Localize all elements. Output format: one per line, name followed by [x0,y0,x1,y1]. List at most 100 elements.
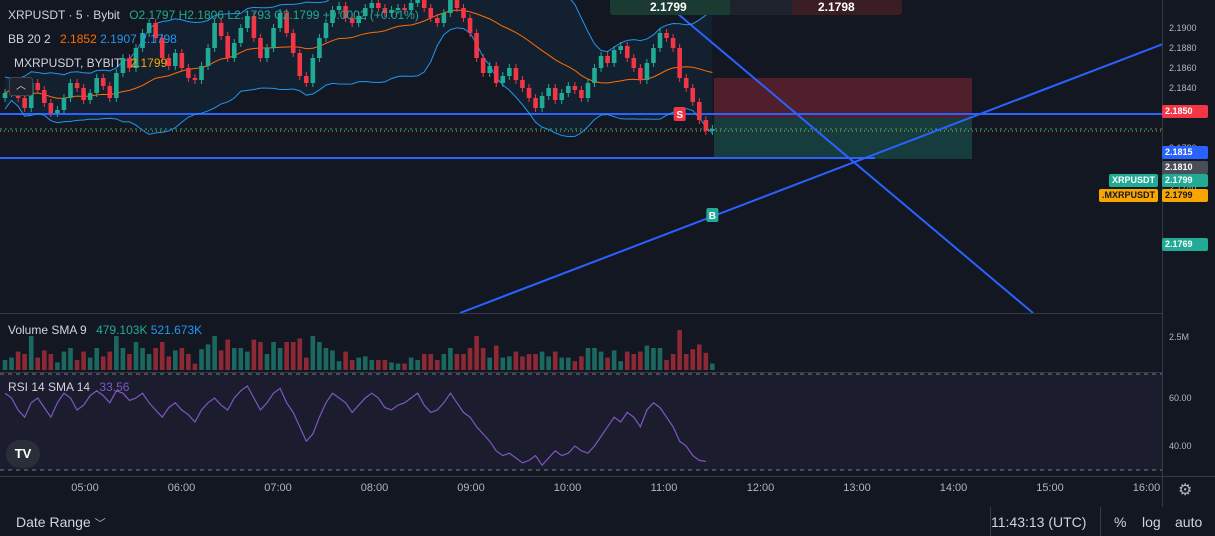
log-toggle[interactable]: log [1142,514,1161,530]
price-tag: 2.1815 [1162,146,1208,159]
volume-bar [28,336,34,370]
candle-body [173,53,178,66]
candle-body [408,3,414,10]
volume-bar [192,363,198,370]
volume-bar [657,348,663,370]
volume-bar [677,330,682,370]
volume-bar [638,351,643,370]
volume-bar [146,354,152,370]
candle-body [159,38,165,58]
candle-body [343,6,348,18]
volume-bar [618,361,623,370]
compare-value: 2.1799 [130,56,168,70]
exchange: Bybit [93,8,120,22]
symbol-legend[interactable]: XRPUSDT · 5 · Bybit O2.1797 H2.1806 L2.1… [8,8,419,22]
auto-toggle[interactable]: auto [1175,514,1203,530]
descending-trendline [677,13,1034,314]
ohlc-high: H2.1806 [178,8,224,22]
volume-bar [507,356,512,370]
volume-bar [120,348,126,370]
bb-legend[interactable]: BB 20 2 2.1852 2.1907 2.1798 [8,32,177,46]
candle-body [389,10,394,13]
candle-body [336,6,342,10]
bb-lower-line [4,27,713,138]
volume-bar [48,354,54,370]
volume-bar [166,356,172,370]
collapse-legend-button[interactable]: ︿ [9,77,33,96]
candle-body [441,13,447,23]
volume-bar [376,360,381,370]
toolbar-divider-2 [1100,507,1101,536]
pane-separator-volume[interactable] [0,313,1163,314]
buy-button[interactable]: 2.1799 [610,0,730,15]
candle-body [657,33,663,48]
volume-bar [552,351,558,370]
order-panel[interactable]: 2.1799 2.1798 [610,0,902,15]
price-tag: 2.1850 [1162,105,1208,118]
volume-bar [153,348,158,370]
candle-body [526,88,532,98]
volume-bar [454,354,460,370]
percent-toggle[interactable]: % [1114,514,1127,530]
tradingview-logo[interactable]: TV [6,440,40,468]
candle-body [166,58,172,66]
symbol-tag: .MXRPUSDT [1099,189,1159,202]
volume-bar [35,357,41,370]
volume-bar [520,356,525,370]
volume-bar [592,348,597,370]
candle-body [533,98,538,108]
volume-bar [2,360,8,370]
volume-bar [317,342,322,370]
candle-body [153,23,158,38]
bb-label: BB 20 2 [8,32,51,46]
ohlc-close: C2.1799 [274,8,320,22]
volume-bar [421,354,427,370]
candle-body [474,33,479,58]
price-tag: 2.1769 [1162,238,1208,251]
candle-body [349,18,355,23]
time-tick: 07:00 [264,482,292,494]
volume-bar [362,356,368,370]
candle-body [520,80,525,88]
candle-body [638,68,643,80]
candle-body [487,66,492,73]
rsi-legend[interactable]: RSI 14 SMA 14 33.56 [8,380,129,394]
volume-legend[interactable]: Volume SMA 9 479.103K 521.673K [8,323,202,337]
volume-bar [245,351,250,370]
volume-bar [480,348,486,370]
volume-bar [114,336,119,370]
bb-lower-value: 2.1798 [140,32,177,46]
pane-separator-rsi[interactable] [0,372,1163,373]
candle-body [199,66,204,80]
volume-value-2: 521.673K [150,323,203,337]
date-range-button[interactable]: Date Range ﹀ [16,514,106,531]
candle-body [186,68,191,78]
volume-bar [382,360,388,370]
candle-body [271,28,276,48]
time-tick: 11:00 [650,482,678,494]
volume-bar [395,363,401,370]
settings-gear-icon[interactable]: ⚙ [1178,482,1193,499]
candle-body [493,66,499,83]
candle-body [624,46,630,58]
candle-body [644,63,650,80]
volume-bar [9,357,14,370]
candle-body [2,93,8,98]
sell-marker-label: S [676,110,683,121]
price-tag: 2.1799 [1162,174,1208,187]
compare-legend[interactable]: MXRPUSDT, BYBIT 2.1799 [14,56,167,70]
candle-body [664,33,669,38]
volume-bar [513,351,519,370]
candle-body [703,120,709,131]
candle-body [245,16,250,28]
volume-bar [330,350,335,370]
volume-bar [349,360,355,370]
candle-body [290,33,296,53]
volume-bar [467,348,473,370]
sell-button[interactable]: 2.1798 [792,0,902,15]
volume-bar [336,361,342,370]
clock[interactable]: 11:43:13 (UTC) [991,514,1087,530]
volume-bar [218,350,224,370]
buy-marker-label: B [709,211,716,222]
